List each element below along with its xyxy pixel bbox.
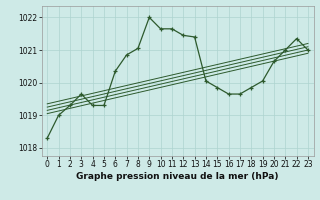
X-axis label: Graphe pression niveau de la mer (hPa): Graphe pression niveau de la mer (hPa) <box>76 172 279 181</box>
